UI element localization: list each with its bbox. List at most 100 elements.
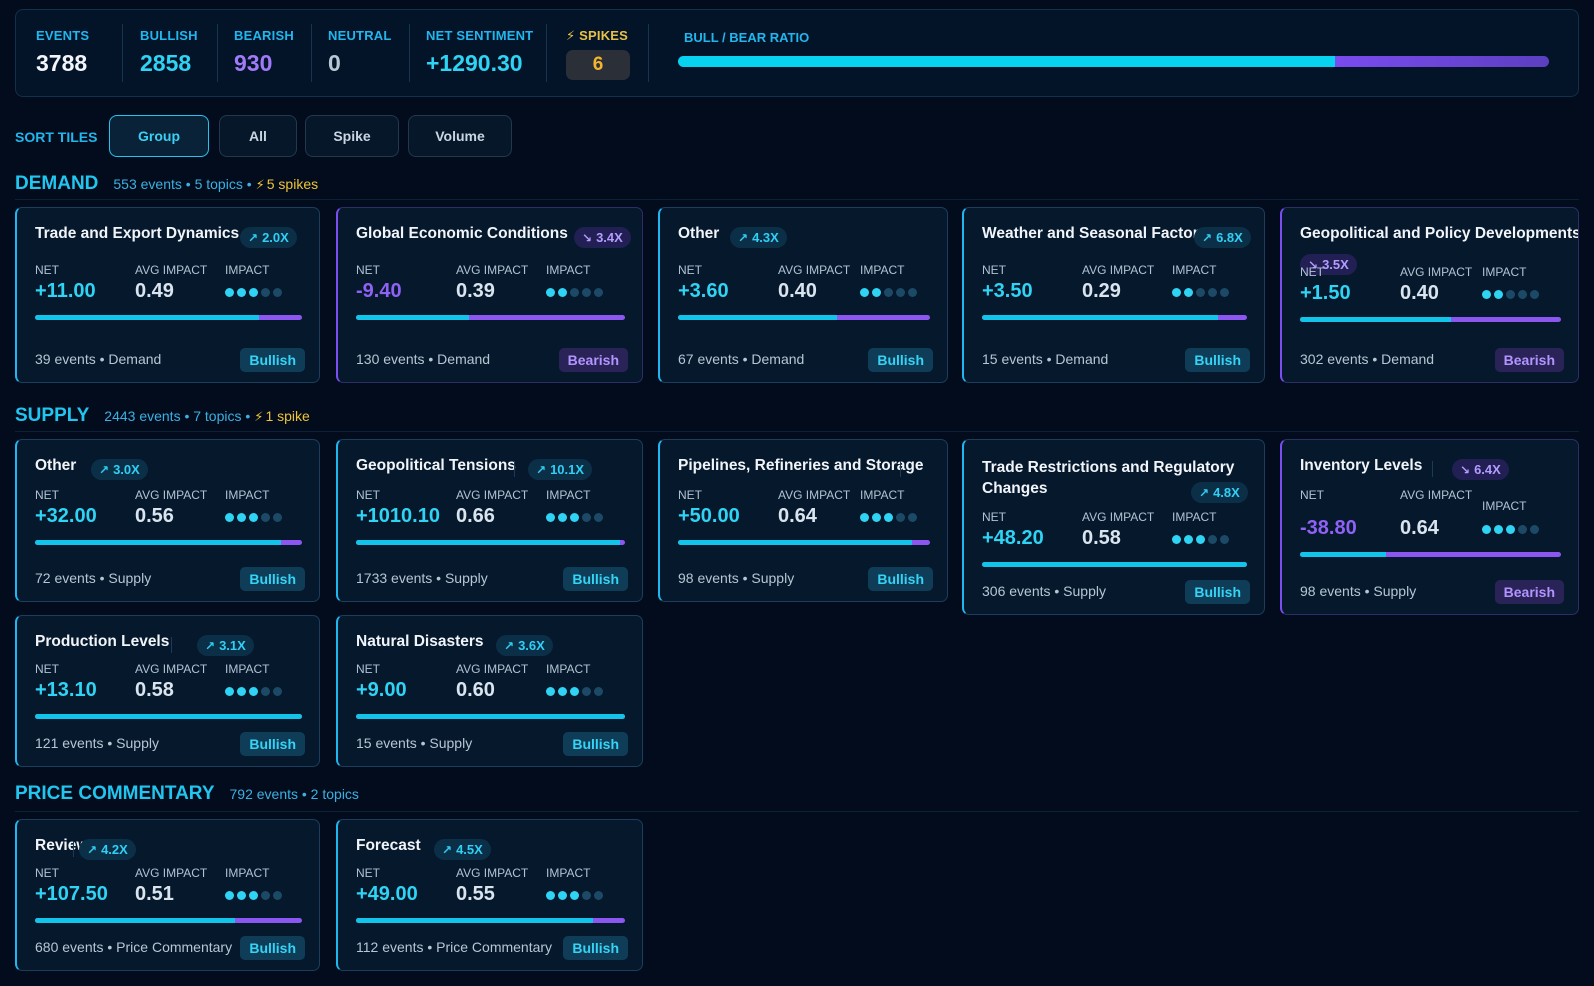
impact-dots — [1482, 525, 1539, 534]
sentiment-bar-fill — [356, 540, 620, 545]
sentiment-badge: Bullish — [868, 348, 933, 372]
stat-events-value: 3788 — [36, 50, 88, 76]
avg-impact-label: AVG IMPACT — [135, 662, 208, 676]
avg-impact-value: 0.64 — [778, 505, 817, 527]
impact-dot — [225, 891, 234, 900]
sentiment-badge: Bullish — [1185, 580, 1250, 604]
sort-volume-button[interactable]: Volume — [408, 115, 512, 157]
topic-tile[interactable]: Natural Disasters ↗ 3.6X NET AVG IMPACT IMPAC… — [336, 615, 643, 767]
tile-footer: 15 events • Supply — [356, 735, 473, 751]
impact-dot — [582, 687, 591, 696]
stats-bar: EVENTS 3788 BULLISH 2858 BEARISH 930 NEU… — [15, 9, 1579, 97]
spike-badge: ↗ 2.0X — [240, 227, 297, 248]
avg-impact-value: 0.40 — [1400, 282, 1439, 304]
sentiment-bar-fill — [982, 315, 1218, 320]
sentiment-bar-fill — [1300, 317, 1452, 322]
spike-badge: ↗ 6.8X — [1194, 227, 1251, 248]
impact-label: IMPACT — [225, 662, 270, 676]
sentiment-bar-fill — [356, 918, 593, 923]
topic-tile[interactable]: Geopolitical Tensions ↗ 10.1X NET AVG IMPACT… — [336, 439, 643, 602]
topic-tile[interactable]: Weather and Seasonal Factors ↗ 6.8X NET AVG … — [962, 207, 1265, 383]
topic-tile[interactable]: Other ↗ 4.3X NET AVG IMPACT IMPACT +3.60 0.40 67… — [658, 207, 948, 383]
impact-dots — [546, 687, 603, 696]
net-value: +3.60 — [678, 280, 729, 302]
bull-bear-ratio-bar — [678, 56, 1549, 67]
arrow-up-right-icon: ↗ — [248, 230, 259, 245]
ratio-label: BULL / BEAR RATIO — [684, 30, 810, 45]
tile-title: Other — [35, 457, 77, 474]
topic-tile[interactable]: Trade Restrictions and Regulatory Change… — [962, 439, 1265, 615]
impact-label: IMPACT — [225, 263, 270, 277]
tile-title: Geopolitical Tensions — [356, 457, 516, 474]
spike-badge: ↗ 3.1X — [197, 635, 254, 656]
sentiment-bar-fill — [982, 562, 1247, 567]
spike-multiplier: 3.4X — [596, 230, 623, 245]
spike-multiplier: 4.2X — [101, 842, 128, 857]
sentiment-bar-fill — [356, 315, 469, 320]
tile-footer: 680 events • Price Commentary — [35, 939, 233, 955]
impact-dot — [570, 513, 579, 522]
title-divider — [900, 461, 901, 477]
title-divider — [1432, 461, 1433, 477]
impact-dot — [273, 687, 282, 696]
tile-title: Inventory Levels — [1300, 457, 1423, 474]
sort-spike-button[interactable]: Spike — [305, 115, 399, 157]
stat-divider — [311, 24, 312, 82]
topic-tile[interactable]: Production Levels ↗ 3.1X NET AVG IMPACT IMPAC… — [15, 615, 320, 767]
impact-dot — [237, 288, 246, 297]
sentiment-badge: Bullish — [563, 732, 628, 756]
stat-neutral-value: 0 — [328, 50, 341, 76]
net-value: +49.00 — [356, 883, 418, 905]
sentiment-badge: Bullish — [563, 567, 628, 591]
impact-dot — [1494, 290, 1503, 299]
impact-dot — [1184, 288, 1193, 297]
impact-dot — [1172, 288, 1181, 297]
topic-tile[interactable]: Review ↗ 4.2X NET AVG IMPACT IMPACT +107.50 0.5… — [15, 819, 320, 971]
sort-all-button[interactable]: All — [219, 115, 297, 157]
avg-impact-label: AVG IMPACT — [456, 488, 529, 502]
sentiment-badge: Bullish — [240, 567, 305, 591]
sentiment-bar-fill — [35, 540, 281, 545]
section-title: DEMAND — [15, 173, 99, 194]
tile-title: Other — [678, 225, 720, 242]
net-value: +1.50 — [1300, 282, 1351, 304]
sentiment-bar — [982, 562, 1247, 567]
net-label: NET — [982, 263, 1006, 277]
ratio-bear-fill — [1335, 56, 1549, 67]
avg-impact-label: AVG IMPACT — [1400, 488, 1473, 502]
topic-tile[interactable]: Trade and Export Dynamics ↗ 2.0X NET AVG IMP… — [15, 207, 320, 383]
spike-multiplier: 3.5X — [1322, 257, 1349, 272]
tile-title: Weather and Seasonal Factors — [982, 225, 1208, 242]
tile-footer: 67 events • Demand — [678, 351, 805, 367]
sentiment-badge: Bearish — [1494, 348, 1564, 372]
sentiment-badge: Bullish — [868, 567, 933, 591]
net-value: +11.00 — [35, 280, 96, 302]
avg-impact-label: AVG IMPACT — [778, 263, 851, 277]
impact-dot — [908, 513, 917, 522]
impact-dots — [1172, 288, 1229, 297]
tile-title: Global Economic Conditions — [356, 225, 568, 242]
net-label: NET — [1300, 265, 1324, 279]
impact-dot — [249, 288, 258, 297]
impact-dot — [872, 288, 881, 297]
lightning-icon: ⚡ — [254, 409, 264, 424]
avg-impact-value: 0.55 — [456, 883, 495, 905]
topic-tile[interactable]: Pipelines, Refineries and Storage NET AVG … — [658, 439, 948, 602]
section-divider — [15, 811, 1579, 812]
topic-tile[interactable]: Global Economic Conditions ↘ 3.4X NET AVG IM… — [336, 207, 643, 383]
net-value: +9.00 — [356, 679, 407, 701]
topic-tile[interactable]: Inventory Levels ↘ 6.4X NET AVG IMPACT IMPACT… — [1280, 439, 1579, 615]
impact-dot — [1220, 535, 1229, 544]
topic-tile[interactable]: Other ↗ 3.0X NET AVG IMPACT IMPACT +32.00 0.56 7… — [15, 439, 320, 602]
impact-label: IMPACT — [1172, 263, 1217, 277]
impact-dots — [860, 513, 917, 522]
topic-tile[interactable]: Geopolitical and Policy Developments ↘ 3.5… — [1280, 207, 1579, 383]
spike-multiplier: 10.1X — [550, 462, 585, 477]
sort-group-button[interactable]: Group — [109, 115, 209, 157]
section-header-demand: DEMAND 553 events • 5 topics • ⚡ 5 spike… — [15, 173, 318, 195]
sentiment-bar-fill — [356, 714, 625, 719]
topic-tile[interactable]: Forecast ↗ 4.5X NET AVG IMPACT IMPACT +49.00 0.… — [336, 819, 643, 971]
spike-multiplier: 3.0X — [113, 462, 140, 477]
title-divider — [171, 637, 172, 653]
arrow-up-right-icon: ↗ — [205, 638, 216, 653]
